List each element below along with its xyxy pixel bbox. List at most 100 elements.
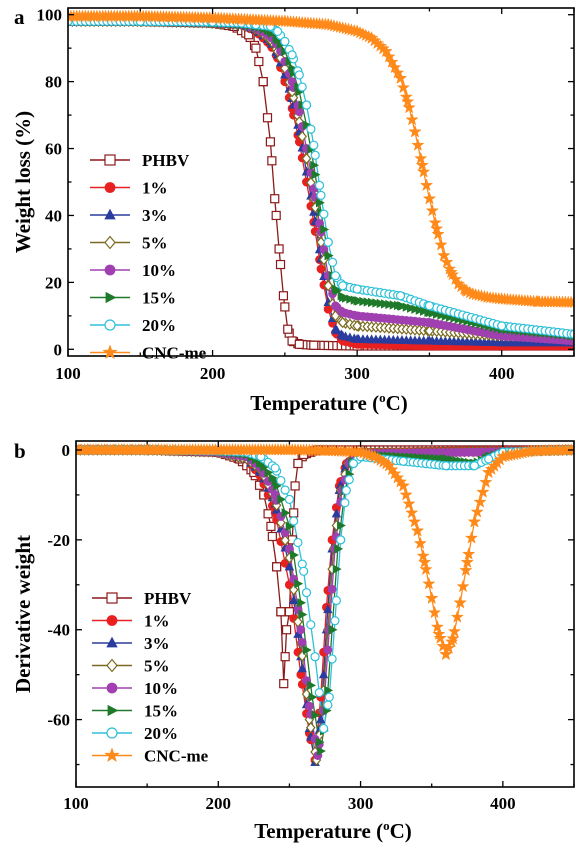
data-point: [288, 63, 298, 73]
legend-marker: [104, 747, 120, 763]
data-point: [436, 639, 450, 653]
series-markers-20pct: [68, 16, 574, 339]
plot-area: [76, 442, 574, 766]
x-tick-label: 100: [55, 364, 81, 383]
data-point: [274, 244, 284, 254]
data-point: [307, 680, 317, 690]
data-point: [297, 663, 307, 673]
y-tick-label: -60: [47, 711, 70, 730]
legend-item-20pct: 20%: [92, 724, 178, 743]
data-point: [211, 442, 225, 456]
data-point: [318, 723, 329, 734]
data-point: [310, 652, 320, 662]
legend-label: 3%: [144, 634, 170, 653]
data-point: [344, 475, 354, 485]
data-point: [442, 641, 456, 654]
data-point: [424, 325, 435, 337]
data-point: [480, 290, 494, 304]
data-point: [376, 298, 386, 309]
data-point: [368, 449, 382, 463]
data-point: [381, 299, 390, 309]
data-point: [481, 465, 496, 479]
data-point: [310, 160, 320, 170]
data-point: [388, 60, 402, 74]
data-point: [205, 11, 220, 24]
data-point: [279, 679, 289, 689]
data-point: [271, 476, 281, 487]
data-point: [350, 24, 364, 38]
data-point: [288, 584, 299, 596]
data-point: [484, 454, 494, 464]
data-point: [304, 701, 314, 711]
y-tick-label: 100: [37, 6, 63, 25]
data-point: [476, 485, 490, 498]
data-point: [293, 537, 303, 548]
data-point: [280, 485, 290, 495]
data-point: [281, 625, 292, 635]
data-point: [265, 137, 275, 147]
data-point: [315, 198, 325, 208]
data-point: [456, 579, 470, 593]
data-point: [364, 31, 379, 44]
legend-label: 15%: [144, 702, 178, 721]
legend-label: CNC-me: [142, 344, 207, 363]
data-point: [393, 71, 408, 84]
data-point: [338, 330, 348, 340]
data-point: [301, 588, 312, 598]
data-point: [262, 113, 273, 123]
data-point: [352, 284, 362, 294]
data-point: [272, 562, 282, 572]
data-point: [462, 547, 476, 560]
data-point: [531, 294, 545, 308]
data-point: [266, 521, 276, 531]
data-point: [319, 209, 329, 219]
data-point: [278, 291, 289, 301]
legend-label: 3%: [142, 206, 168, 225]
legend-label: 20%: [142, 316, 176, 335]
data-point: [330, 323, 341, 333]
panel-label: a: [14, 5, 25, 29]
legend-marker: [106, 615, 118, 626]
data-point: [427, 605, 442, 619]
data-point: [287, 77, 297, 87]
y-tick-label: 60: [45, 140, 62, 159]
data-point: [473, 495, 487, 508]
data-point: [314, 688, 324, 698]
data-point: [324, 685, 334, 696]
data-point: [425, 591, 439, 604]
data-point: [323, 279, 334, 292]
chart-panel-b: 100 200 300 400 0 -20 -40 -60 Temperature (oC) De…: [11, 439, 575, 843]
y-axis-title: Weight loss (%): [11, 111, 35, 253]
legend-item-3pct: 3%: [92, 634, 170, 653]
data-point: [280, 528, 290, 538]
data-point: [469, 461, 479, 471]
legend-marker: [104, 208, 116, 220]
data-point: [437, 248, 451, 262]
legend-item-1pct: 1%: [92, 612, 170, 631]
legend-item-phbv: PHBV: [90, 151, 190, 170]
data-point: [467, 514, 482, 528]
data-point: [460, 555, 474, 568]
legend-label: PHBV: [142, 151, 190, 170]
data-point: [401, 94, 415, 108]
legend-label: 15%: [142, 289, 176, 308]
data-point: [379, 44, 393, 58]
data-point: [267, 156, 277, 166]
data-point: [479, 475, 493, 489]
data-point: [469, 447, 479, 457]
data-point: [310, 150, 320, 160]
data-point: [289, 595, 299, 605]
data-point: [415, 158, 429, 171]
data-point: [319, 245, 329, 254]
data-point: [470, 504, 484, 518]
data-point: [285, 521, 295, 532]
data-point: [420, 306, 429, 316]
data-point: [419, 562, 433, 576]
legend-marker: [106, 682, 118, 694]
data-point: [363, 297, 373, 307]
legend-item-15pct: 15%: [90, 289, 176, 308]
data-point: [390, 65, 405, 79]
data-point: [305, 721, 316, 734]
